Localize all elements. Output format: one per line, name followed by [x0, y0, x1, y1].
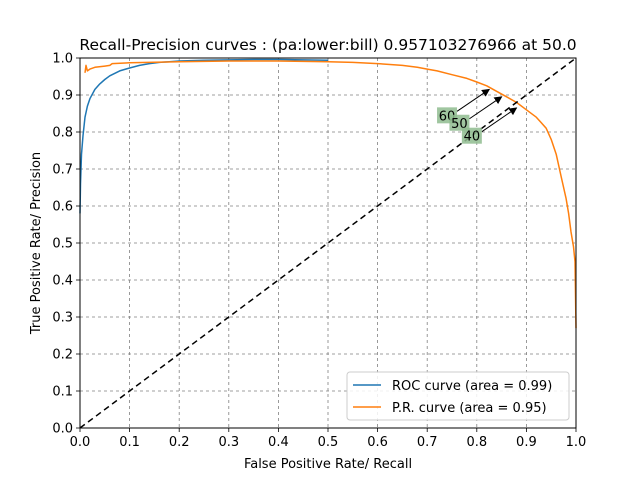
x-tick-label: 0.7	[417, 435, 438, 450]
y-axis: 0.0 0.1 0.2 0.3 0.4 0.5 0.6 0.7 0.8 0.9 1.0	[52, 52, 80, 437]
y-tick-label: 0.9	[52, 89, 73, 104]
x-axis: 0.0 0.1 0.2 0.3 0.4 0.5 0.6 0.7 0.8 0.9 1.0	[70, 428, 587, 450]
roc-curve-line	[79, 58, 329, 214]
y-tick-label: 0.8	[52, 126, 73, 141]
annotation-label-box	[449, 114, 470, 131]
x-tick-label: 1.0	[566, 435, 587, 450]
annotation-label-box	[461, 127, 482, 144]
y-tick-label: 0.2	[52, 348, 73, 363]
y-tick-label: 1.0	[52, 52, 73, 67]
y-tick-label: 0.0	[52, 422, 73, 437]
y-tick-label: 0.4	[52, 274, 73, 289]
annotation-arrow	[481, 107, 518, 133]
x-tick-label: 0.1	[119, 435, 140, 450]
y-tick-label: 0.1	[52, 385, 73, 400]
x-tick-label: 0.2	[169, 435, 190, 450]
legend-label-roc: ROC curve (area = 0.99)	[392, 379, 552, 394]
annotation-arrow	[456, 88, 491, 112]
x-tick-label: 0.3	[218, 435, 239, 450]
plot-area	[79, 57, 577, 429]
y-tick-label: 0.3	[52, 311, 73, 326]
annotation-label: 40	[464, 130, 481, 145]
y-tick-label: 0.5	[52, 237, 73, 252]
pr-curve-line	[84, 60, 577, 329]
legend: ROC curve (area = 0.99) P.R. curve (area…	[346, 371, 570, 421]
annotation-arrow	[469, 96, 503, 120]
x-axis-label: False Positive Rate/ Recall	[244, 457, 412, 472]
legend-label-pr: P.R. curve (area = 0.95)	[392, 401, 547, 416]
y-tick-label: 0.6	[52, 200, 73, 215]
x-tick-label: 0.6	[367, 435, 388, 450]
x-tick-label: 0.0	[70, 435, 91, 450]
y-tick-label: 0.7	[52, 163, 73, 178]
diagonal-reference-line	[79, 57, 577, 429]
y-axis-label: True Positive Rate/ Precision	[29, 152, 44, 335]
x-tick-label: 0.9	[516, 435, 537, 450]
x-tick-label: 0.8	[466, 435, 487, 450]
x-tick-label: 0.5	[318, 435, 339, 450]
chart-title: Recall-Precision curves : (pa:lower:bill…	[79, 36, 576, 54]
x-tick-label: 0.4	[268, 435, 289, 450]
legend-box	[346, 371, 570, 421]
